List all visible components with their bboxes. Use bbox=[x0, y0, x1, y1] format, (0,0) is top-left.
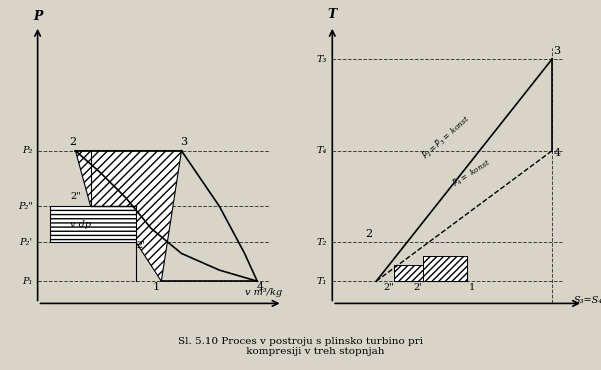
Text: 4: 4 bbox=[256, 282, 263, 292]
Text: S₃=S₄: S₃=S₄ bbox=[573, 296, 601, 305]
Text: 2: 2 bbox=[365, 229, 372, 239]
Text: P₂': P₂' bbox=[20, 238, 32, 247]
Text: 4: 4 bbox=[554, 148, 561, 158]
Text: T₁: T₁ bbox=[317, 277, 327, 286]
Text: 2": 2" bbox=[70, 192, 81, 201]
Text: v dp: v dp bbox=[70, 220, 91, 229]
Text: P₂: P₂ bbox=[22, 146, 32, 155]
Text: T₄: T₄ bbox=[317, 146, 327, 155]
Text: v m³/kg: v m³/kg bbox=[245, 288, 282, 297]
Text: 2': 2' bbox=[413, 283, 422, 292]
Text: $P_2=P_3=$ konst: $P_2=P_3=$ konst bbox=[419, 112, 473, 162]
Polygon shape bbox=[423, 256, 467, 281]
Text: 3: 3 bbox=[180, 137, 188, 147]
Text: 1: 1 bbox=[469, 283, 475, 292]
Text: 2': 2' bbox=[136, 241, 145, 250]
Text: T₂: T₂ bbox=[317, 238, 327, 247]
Text: 1: 1 bbox=[153, 282, 160, 292]
Text: 2": 2" bbox=[383, 283, 395, 292]
Text: T₃: T₃ bbox=[317, 55, 327, 64]
Text: Sl. 5.10 Proces v postroju s plinsko turbino pri
         kompresiji v treh stop: Sl. 5.10 Proces v postroju s plinsko tur… bbox=[178, 337, 423, 356]
Text: P₂": P₂" bbox=[17, 202, 32, 211]
Polygon shape bbox=[50, 206, 136, 242]
Text: P: P bbox=[33, 10, 42, 23]
Text: P₁: P₁ bbox=[22, 277, 32, 286]
Polygon shape bbox=[394, 265, 423, 281]
Polygon shape bbox=[76, 151, 182, 281]
Text: 2: 2 bbox=[69, 137, 76, 147]
Text: $P_4=$ konst: $P_4=$ konst bbox=[450, 156, 493, 190]
Text: 3: 3 bbox=[554, 46, 561, 56]
Text: T: T bbox=[328, 7, 337, 21]
